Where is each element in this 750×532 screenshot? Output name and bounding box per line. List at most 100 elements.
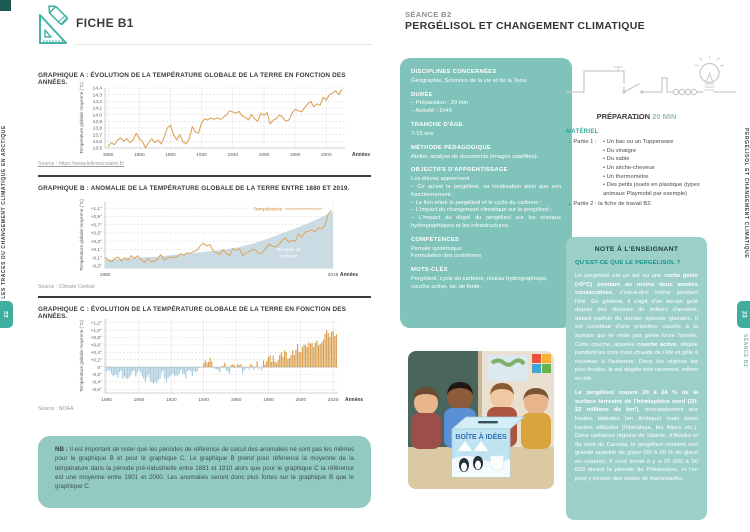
idea-box: BOÎTE À IDÉES (450, 416, 526, 478)
materiel-item: Du vinaigre (603, 147, 711, 156)
objectifs-heading: OBJECTIFS D'APPRENTISSAGE (411, 167, 508, 174)
svg-text:14,4: 14,4 (93, 86, 103, 92)
note-question: QU'EST-CE QUE LE PERGÉLISOL ? (575, 260, 681, 266)
nb-label: NB : (55, 446, 68, 453)
child-figure (521, 388, 551, 449)
svg-text:1880: 1880 (101, 397, 112, 403)
svg-text:-0,3°: -0,3° (92, 264, 102, 270)
page-number-right: 23 (740, 311, 747, 318)
competence-item: Pensée systémique (411, 245, 462, 252)
svg-text:Température: Température (253, 207, 282, 213)
svg-text:13,6: 13,6 (93, 139, 103, 145)
left-edge-vertical-title: SUR LES TRACES DU CHANGEMENT CLIMATIQUE … (1, 125, 7, 313)
prep-divider-dash (566, 106, 707, 124)
materiel-heading: MATÉRIEL (566, 129, 599, 135)
svg-text:1920: 1920 (196, 152, 207, 158)
svg-text:1980: 1980 (290, 152, 301, 158)
classroom-photo: BOÎTE À IDÉES (408, 351, 554, 489)
svg-text:+0,8°: +0,8° (91, 335, 102, 341)
objectif-item: – Le lien entre le pergélisol et le cycl… (411, 199, 542, 206)
svg-text:2020: 2020 (328, 397, 339, 403)
set-square-pencil-icon (39, 5, 69, 44)
right-edge-seance-label: SÉANCE B2 (742, 334, 748, 368)
graph-b-source: Source : Climate Central (38, 284, 95, 290)
page-number-left: 22 (3, 311, 10, 318)
materiel-list: → Partie 1 : Un bac ou un Tupperware Du … (566, 138, 711, 209)
svg-text:14,3: 14,3 (93, 92, 103, 98)
svg-text:13,9: 13,9 (93, 119, 103, 125)
materiel-item: Un bac ou un Tupperware (603, 138, 711, 147)
svg-text:+0,3°: +0,3° (91, 239, 102, 245)
graph-c-chart: 1880 1900 1920 1940 1960 1980 2000 2020 +1,2° +1,… (79, 319, 363, 403)
lesson-info-box: DISCIPLINES CONCERNÉES Géographie, Scien… (400, 58, 572, 328)
svg-text:carbone: carbone (280, 254, 298, 260)
svg-text:1960: 1960 (259, 152, 270, 158)
svg-text:1880: 1880 (134, 152, 145, 158)
svg-text:Température globale moyenne (°: Température globale moyenne (°C) (79, 320, 84, 392)
mots-cles-value: Pergélisol, cycle du carbone, réseau hyd… (411, 276, 548, 290)
graph-a-source: Source : https://www.lelivrescolaire.fr/ (38, 161, 124, 167)
svg-text:+0,5°: +0,5° (91, 231, 102, 237)
svg-text:+0,7°: +0,7° (91, 222, 102, 228)
svg-text:+0,4°: +0,4° (91, 350, 102, 356)
svg-text:+0,2°: +0,2° (91, 357, 102, 363)
svg-text:-0,4°: -0,4° (92, 380, 102, 386)
materiel-item: Du sable (603, 155, 711, 164)
circuit-doodle-icon (566, 56, 736, 96)
graph-b-title: GRAPHIQUE B : ANOMALIE DE LA TEMPÉRATURE… (38, 185, 350, 192)
svg-text:-0,1°: -0,1° (92, 255, 102, 261)
svg-text:14,2: 14,2 (93, 99, 103, 105)
idea-box-label: BOÎTE À IDÉES (455, 432, 507, 441)
separator-1 (38, 175, 371, 177)
svg-text:-0,6°: -0,6° (92, 387, 102, 393)
svg-text:Température globale moyenne (°: Température globale moyenne (°C) (79, 82, 84, 154)
seance-kicker: SÉANCE B2 (405, 10, 452, 19)
duree-item: – Activité : 1h45 (411, 108, 452, 115)
svg-text:Température globale moyenne (°: Température globale moyenne (°C) (79, 199, 84, 271)
disciplines-value: Géographie, Sciences de la vie et de la … (411, 77, 529, 84)
svg-text:2019: 2019 (328, 272, 339, 278)
note-paragraph-2: Le pergélisol couvre 20 à 24 % de la sur… (575, 390, 699, 482)
graph-b-chart: 1880 2019 +1,1° +0,9° +0,7° +0,5° +0,3° +0,1° -0… (79, 199, 358, 278)
svg-text:-0,2°: -0,2° (92, 372, 102, 378)
svg-text:1980: 1980 (263, 397, 274, 403)
disciplines-heading: DISCIPLINES CONCERNÉES (411, 69, 497, 75)
objectifs-intro: Les élèves apprennent : (411, 176, 473, 183)
svg-text:0°: 0° (97, 365, 102, 371)
svg-text:Dioxyde de: Dioxyde de (277, 247, 301, 253)
svg-text:1900: 1900 (165, 152, 176, 158)
note-title: NOTE À L'ENSEIGNANT (594, 246, 679, 253)
svg-text:+0,6°: +0,6° (91, 343, 102, 349)
svg-text:2000: 2000 (321, 152, 332, 158)
graph-c-title: GRAPHIQUE C : ÉVOLUTION DE LA TEMPÉRATUR… (38, 306, 347, 320)
graph-c-source: Source : NOAA (38, 406, 74, 412)
corner-mark (0, 0, 11, 11)
methode-heading: MÉTHODE PÉDAGOGIQUE (411, 144, 492, 151)
teacher-note-box: NOTE À L'ENSEIGNANT QU'EST-CE QUE LE PER… (566, 237, 707, 520)
graph-a-chart: 1860 1880 1900 1920 1940 1960 1980 2000 13,513,6… (79, 82, 370, 158)
svg-text:+0,9°: +0,9° (91, 214, 102, 220)
separator-2 (38, 296, 371, 298)
preparation-duration: 20 MIN (652, 112, 677, 121)
svg-text:1960: 1960 (231, 397, 242, 403)
preparation-heading: PRÉPARATION 20 MIN (566, 112, 707, 121)
materiel-part2: → Partie 2 : la fiche de travail B2. (566, 200, 653, 207)
svg-text:+1,2°: +1,2° (91, 320, 102, 326)
age-value: 7-15 ans (411, 130, 434, 137)
source-link[interactable]: Source : https://www.lelivrescolaire.fr/ (38, 161, 125, 167)
materiel-item: Des petits jouets en plastique (types an… (603, 181, 711, 198)
svg-text:Années: Années (352, 152, 370, 158)
seance-title: PERGÉLISOL ET CHANGEMENT CLIMATIQUE (405, 20, 645, 32)
materiel-item: Un sèche-cheveux (603, 164, 711, 173)
age-heading: TRANCHE D'ÂGE (411, 122, 463, 129)
svg-text:+1,0°: +1,0° (91, 328, 102, 334)
materiel-item: Un thermomètre (603, 173, 711, 182)
svg-text:1940: 1940 (198, 397, 209, 403)
svg-text:Années: Années (340, 272, 358, 278)
svg-text:1920: 1920 (166, 397, 177, 403)
nb-text: Il est important de noter que les périod… (55, 446, 354, 491)
methode-value: Atelier, analyse de documents (images sa… (411, 153, 539, 160)
nb-note-box: NB : Il est important de noter que les p… (38, 436, 371, 508)
note-paragraph-1: Le pergélisol est un sol ou une roche ge… (575, 273, 699, 382)
